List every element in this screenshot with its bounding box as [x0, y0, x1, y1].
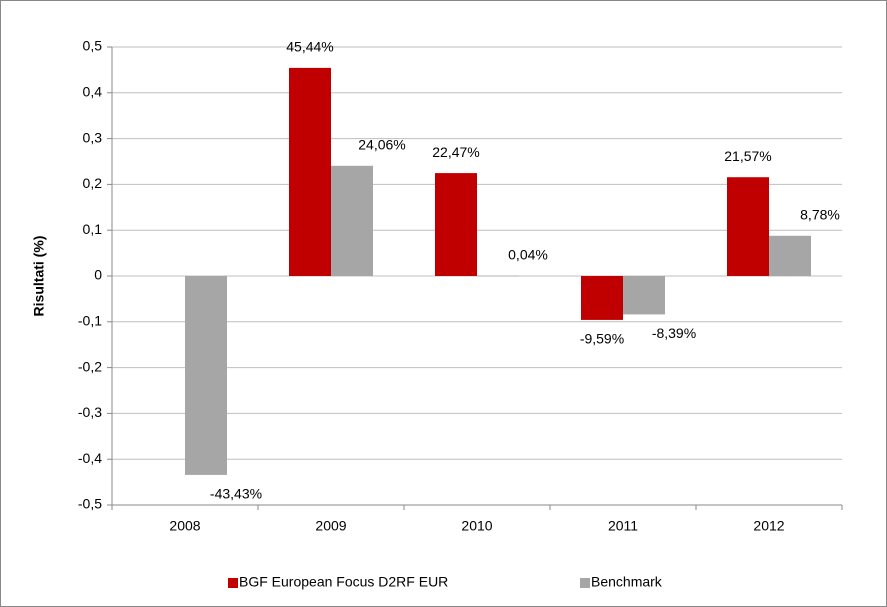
- data-label: 24,06%: [358, 137, 405, 153]
- bar: [727, 177, 769, 276]
- y-tick-label: 0,4: [83, 84, 103, 100]
- x-tick-label: 2012: [753, 518, 784, 534]
- bar: [477, 275, 519, 277]
- y-tick-label: 0,3: [83, 129, 103, 145]
- bar: [289, 67, 331, 276]
- legend-swatch: [228, 578, 238, 588]
- data-label: -9,59%: [580, 331, 624, 347]
- data-label: -8,39%: [652, 325, 696, 341]
- legend-label: BGF European Focus D2RF EUR: [239, 574, 448, 590]
- bar: [331, 165, 373, 276]
- x-tick-label: 2008: [169, 518, 200, 534]
- data-label: 21,57%: [724, 148, 771, 164]
- y-tick-label: -0,1: [78, 313, 102, 329]
- data-label: -43,43%: [210, 486, 262, 502]
- y-tick-label: 0: [94, 267, 102, 283]
- y-tick-label: -0,5: [78, 496, 102, 512]
- bar: [435, 173, 477, 276]
- data-label: 22,47%: [432, 144, 479, 160]
- data-label: 8,78%: [800, 206, 840, 222]
- legend-label: Benchmark: [591, 574, 663, 590]
- bar: [185, 276, 227, 475]
- x-tick-label: 2009: [315, 518, 346, 534]
- bar: [581, 276, 623, 320]
- legend-swatch: [580, 578, 590, 588]
- y-tick-label: -0,4: [78, 450, 102, 466]
- y-tick-label: 0,2: [83, 175, 103, 191]
- y-axis-label: Risultati (%): [31, 236, 47, 317]
- x-tick-label: 2011: [608, 518, 638, 534]
- x-tick-label: 2010: [461, 518, 492, 534]
- data-label: 45,44%: [286, 39, 333, 55]
- y-tick-label: 0,5: [83, 38, 103, 54]
- y-tick-label: 0,1: [83, 221, 103, 237]
- y-tick-label: -0,2: [78, 358, 102, 374]
- bar: [769, 235, 811, 276]
- bar: [623, 276, 665, 315]
- data-label: 0,04%: [508, 247, 548, 263]
- y-tick-label: -0,3: [78, 404, 102, 420]
